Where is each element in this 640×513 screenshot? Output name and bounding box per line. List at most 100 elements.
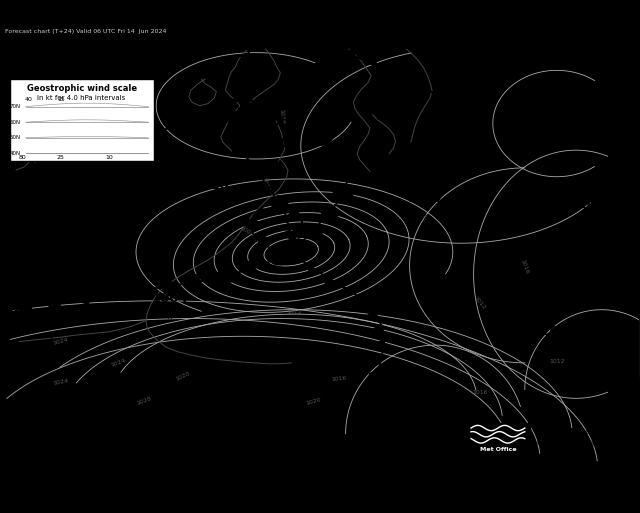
Text: 40N: 40N <box>10 151 20 156</box>
Polygon shape <box>235 68 245 76</box>
Polygon shape <box>308 266 318 273</box>
Polygon shape <box>218 269 231 282</box>
Polygon shape <box>239 53 249 61</box>
Text: 1024: 1024 <box>52 379 69 386</box>
Polygon shape <box>20 295 31 310</box>
Polygon shape <box>367 310 378 318</box>
Text: 1016: 1016 <box>520 259 530 275</box>
Text: L: L <box>206 161 216 175</box>
Polygon shape <box>345 49 355 56</box>
Text: 70N: 70N <box>10 104 20 109</box>
Text: Geostrophic wind scale: Geostrophic wind scale <box>26 85 137 93</box>
Text: 1020: 1020 <box>71 208 108 221</box>
Text: H: H <box>272 119 285 133</box>
Polygon shape <box>33 291 44 298</box>
Text: 40: 40 <box>25 97 33 103</box>
Text: 1031: 1031 <box>100 429 137 443</box>
Text: 15: 15 <box>57 97 65 103</box>
Text: in kt for 4.0 hPa intervals: in kt for 4.0 hPa intervals <box>38 95 125 101</box>
Text: x: x <box>538 345 543 354</box>
Polygon shape <box>92 190 102 198</box>
Text: 60N: 60N <box>10 120 20 125</box>
Text: x: x <box>87 228 92 236</box>
Polygon shape <box>162 279 175 293</box>
Text: 1016: 1016 <box>472 390 488 395</box>
Text: x: x <box>423 212 428 221</box>
Polygon shape <box>262 187 273 194</box>
Text: 1017: 1017 <box>407 192 444 205</box>
Polygon shape <box>374 324 383 332</box>
Polygon shape <box>226 129 236 137</box>
Text: x: x <box>234 119 239 128</box>
Text: 1008: 1008 <box>239 226 254 238</box>
Text: 1010: 1010 <box>193 179 230 192</box>
Polygon shape <box>52 263 63 270</box>
Text: H: H <box>83 189 96 204</box>
Text: 1012: 1012 <box>549 359 564 364</box>
Text: © Crown Copyright: © Crown Copyright <box>536 439 604 446</box>
Polygon shape <box>374 401 383 409</box>
Polygon shape <box>281 230 290 238</box>
Text: L: L <box>46 295 56 310</box>
Polygon shape <box>314 133 332 145</box>
Text: Forecast chart (T+24) Valid 06 UTC Fri 14  Jun 2024: Forecast chart (T+24) Valid 06 UTC Fri 1… <box>5 29 166 34</box>
Polygon shape <box>375 340 385 348</box>
Polygon shape <box>225 114 234 122</box>
Polygon shape <box>289 208 300 215</box>
Text: H: H <box>230 81 243 95</box>
Polygon shape <box>111 163 122 170</box>
Text: 1004: 1004 <box>356 97 393 110</box>
Polygon shape <box>227 98 237 107</box>
Text: x: x <box>49 334 54 343</box>
Text: metoffice.gov.uk: metoffice.gov.uk <box>536 428 595 435</box>
Text: x: x <box>209 199 214 208</box>
Polygon shape <box>61 248 71 256</box>
Text: 1018: 1018 <box>260 137 297 150</box>
Polygon shape <box>18 304 28 311</box>
Polygon shape <box>253 172 263 180</box>
Text: 1024: 1024 <box>110 358 127 368</box>
Polygon shape <box>147 124 161 138</box>
Text: 1012: 1012 <box>287 310 302 315</box>
Polygon shape <box>342 287 353 294</box>
Text: H: H <box>566 103 579 117</box>
Polygon shape <box>254 207 266 215</box>
Text: 1012: 1012 <box>260 177 271 193</box>
Text: 50N: 50N <box>10 135 20 140</box>
Polygon shape <box>370 386 380 394</box>
Polygon shape <box>287 240 298 248</box>
Polygon shape <box>321 207 340 218</box>
Polygon shape <box>241 220 260 227</box>
Polygon shape <box>84 205 95 212</box>
Text: 1012: 1012 <box>473 295 487 311</box>
Polygon shape <box>289 240 308 251</box>
Text: 1020: 1020 <box>522 325 559 339</box>
Text: x: x <box>372 117 377 126</box>
Polygon shape <box>175 119 187 133</box>
Polygon shape <box>269 251 284 265</box>
Polygon shape <box>271 244 283 256</box>
Polygon shape <box>256 238 267 245</box>
Polygon shape <box>77 289 89 303</box>
Text: 1024: 1024 <box>52 337 69 346</box>
Polygon shape <box>409 78 419 86</box>
Polygon shape <box>106 286 117 300</box>
Text: 1013: 1013 <box>554 122 591 134</box>
Polygon shape <box>388 69 397 76</box>
Text: 987: 987 <box>278 246 305 259</box>
Text: 80: 80 <box>19 154 26 160</box>
Polygon shape <box>44 278 54 285</box>
Polygon shape <box>369 370 378 379</box>
Text: L: L <box>577 180 588 195</box>
Polygon shape <box>68 234 79 241</box>
Polygon shape <box>76 219 87 227</box>
Polygon shape <box>49 292 61 307</box>
Polygon shape <box>278 215 288 223</box>
Text: L: L <box>164 273 175 288</box>
Text: 1004: 1004 <box>151 292 188 305</box>
Polygon shape <box>242 159 253 166</box>
Polygon shape <box>271 200 282 208</box>
Text: 10: 10 <box>105 154 113 160</box>
Text: L: L <box>369 78 380 93</box>
Polygon shape <box>231 112 246 125</box>
